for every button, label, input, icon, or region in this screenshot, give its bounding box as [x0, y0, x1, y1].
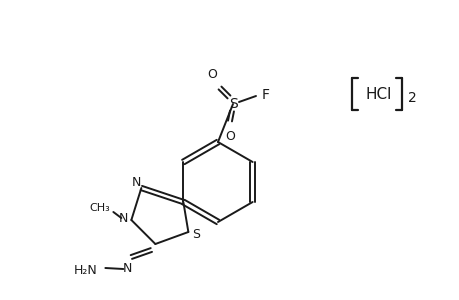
Text: N: N — [131, 176, 141, 188]
Text: N: N — [118, 212, 128, 224]
Text: H₂N: H₂N — [73, 265, 97, 278]
Text: N: N — [123, 262, 132, 275]
Text: S: S — [192, 227, 200, 241]
Text: 2: 2 — [407, 91, 415, 105]
Text: CH₃: CH₃ — [89, 203, 110, 213]
Text: HCl: HCl — [365, 86, 392, 101]
Text: F: F — [262, 88, 269, 102]
Text: O: O — [224, 130, 235, 142]
Text: O: O — [207, 68, 217, 80]
Text: S: S — [229, 97, 238, 111]
